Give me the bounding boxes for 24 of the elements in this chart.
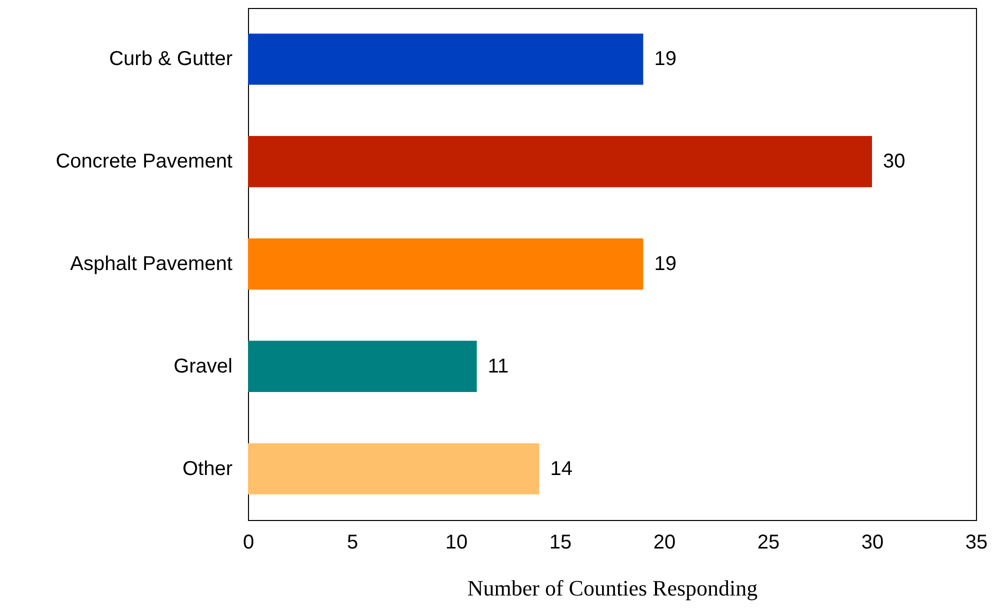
x-tick-label: 20 bbox=[653, 532, 676, 554]
x-tick-label: 30 bbox=[861, 532, 884, 554]
y-tick-label: Gravel bbox=[174, 355, 232, 378]
x-tick-label: 10 bbox=[445, 532, 468, 554]
data-label: 19 bbox=[654, 253, 676, 275]
y-tick-label: Curb & Gutter bbox=[109, 48, 233, 70]
bar bbox=[248, 136, 872, 188]
x-tick-label: 0 bbox=[242, 532, 254, 554]
data-label: 30 bbox=[883, 150, 906, 173]
bar bbox=[248, 34, 644, 85]
x-tick-label: 15 bbox=[549, 532, 572, 554]
y-tick-label: Asphalt Pavement bbox=[70, 253, 233, 275]
x-tick-label: 25 bbox=[757, 532, 780, 554]
data-label: 11 bbox=[488, 355, 509, 378]
bar bbox=[248, 443, 540, 494]
x-tick-label: 35 bbox=[965, 532, 988, 554]
data-label: 19 bbox=[654, 48, 676, 70]
bar bbox=[248, 238, 644, 290]
x-axis-title: Number of Counties Responding bbox=[467, 576, 758, 600]
y-tick-label: Other bbox=[182, 458, 233, 480]
data-label: 14 bbox=[550, 458, 572, 480]
bar bbox=[248, 340, 477, 392]
y-tick-label: Concrete Pavement bbox=[56, 150, 233, 173]
x-tick-label: 5 bbox=[346, 532, 358, 554]
